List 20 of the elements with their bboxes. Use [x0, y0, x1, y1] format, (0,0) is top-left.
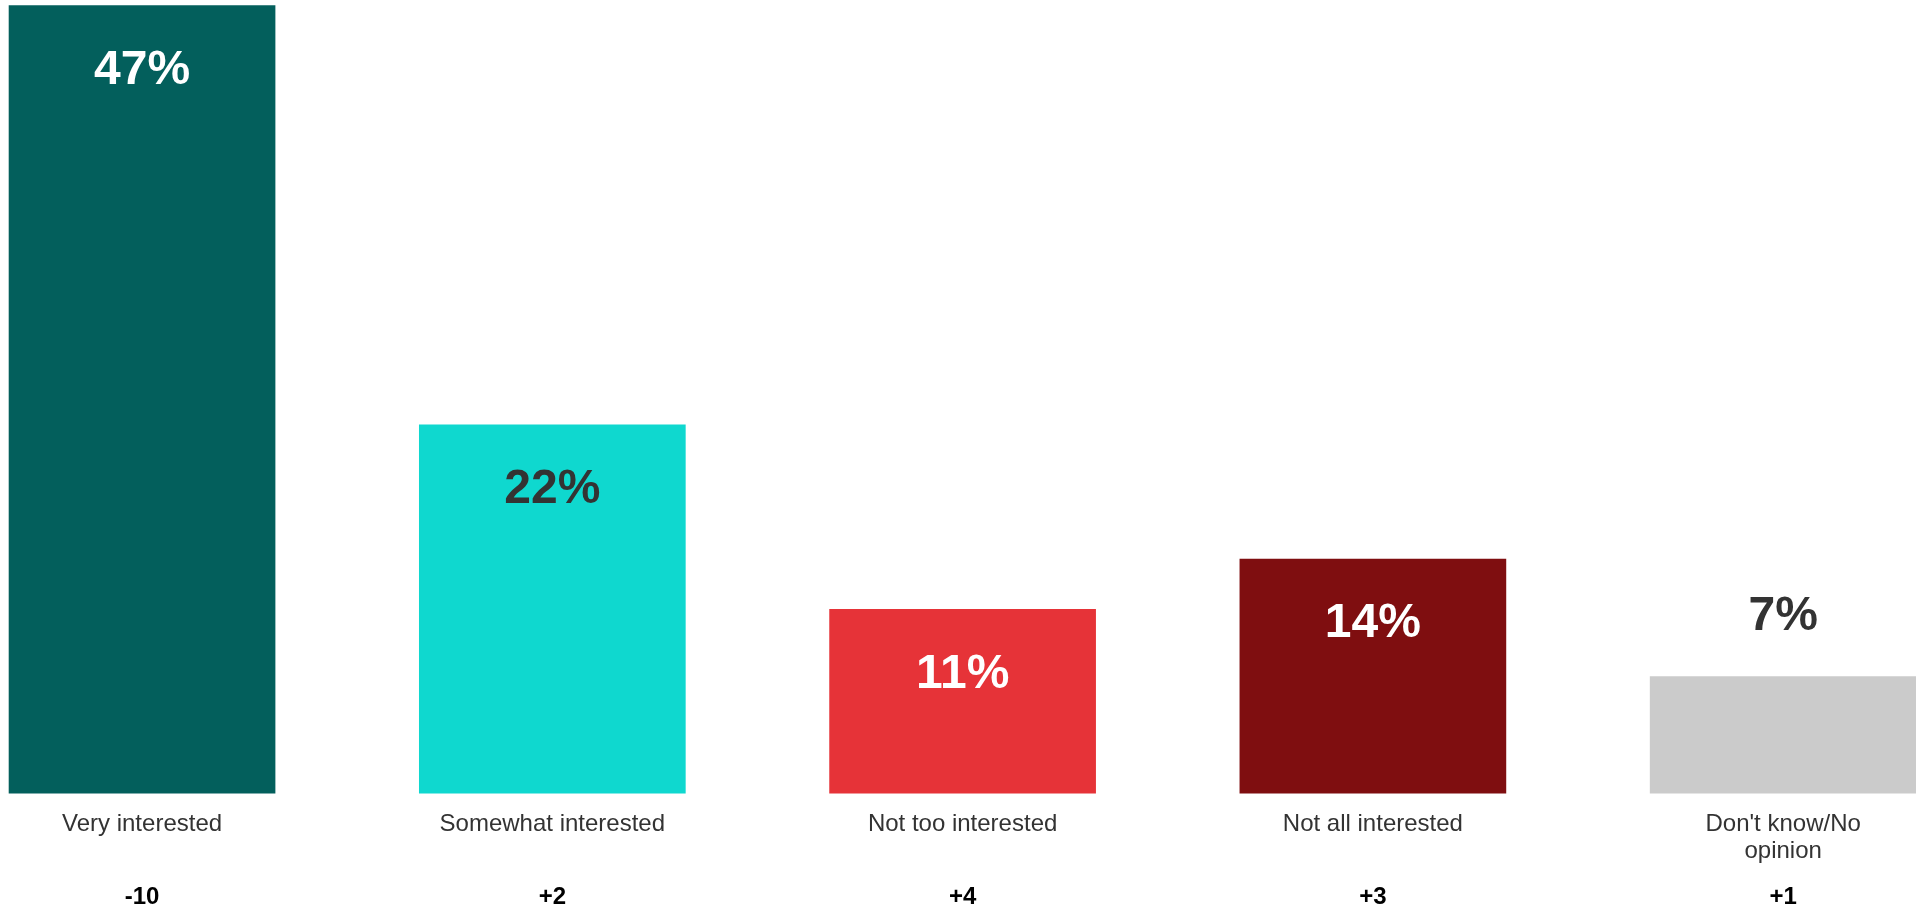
data-label: 11% [915, 644, 1010, 698]
text: +1 [1769, 881, 1797, 909]
x-tick-label: Not all interested [1282, 808, 1463, 836]
text: +4 [948, 881, 977, 909]
x-tick-label: Somewhat interested [439, 808, 666, 836]
text: +3 [1359, 881, 1387, 909]
bar [8, 5, 276, 794]
data-label: 22% [504, 460, 601, 514]
bar [1649, 676, 1916, 794]
data-label: 14% [1324, 594, 1421, 648]
text: -10 [124, 881, 160, 909]
data-label: 47% [94, 40, 191, 94]
bar [418, 424, 686, 794]
bar [1239, 558, 1507, 794]
text: +2 [538, 881, 567, 909]
x-tick-label: Very interested [62, 808, 223, 836]
bar [829, 609, 1096, 794]
data-label: 7% [1748, 587, 1818, 641]
x-tick-label: Don't know/No opinion [1705, 808, 1861, 863]
x-tick-label: Not too interested [867, 808, 1058, 836]
